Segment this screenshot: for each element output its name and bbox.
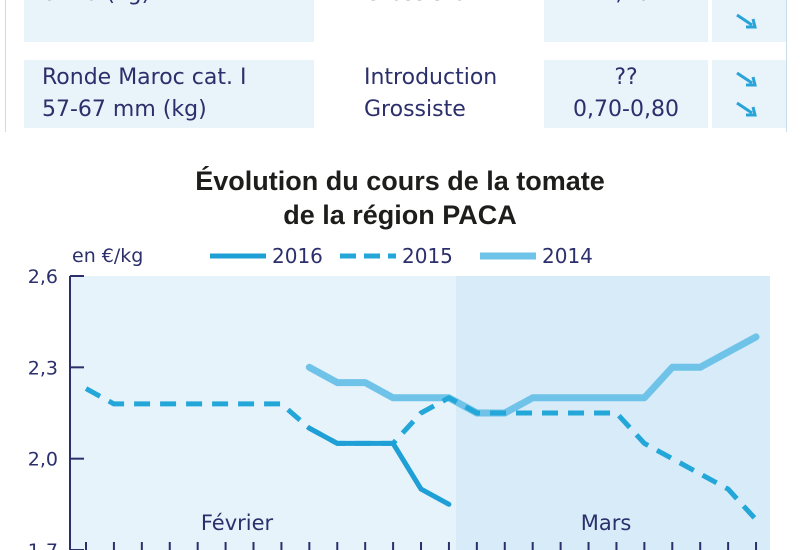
month-label-mar: Mars — [581, 511, 632, 535]
chart-title: Évolution du cours de la tomate de la ré… — [0, 164, 800, 232]
trend-down-icon — [736, 101, 757, 117]
y-tick-label: 1,7 — [28, 540, 58, 550]
legend-label-2015: 2015 — [402, 244, 453, 268]
column-divider — [786, 0, 787, 132]
y-tick-label: 2,6 — [28, 266, 58, 288]
feb-background — [70, 276, 456, 550]
row2-price-cell: ?? 0,70-0,80 — [544, 60, 708, 128]
price-chart: 2,6 2,3 2,0 1,7 en €/kg Février Mars 2016 20… — [0, 150, 800, 550]
series-line-2014 — [305, 333, 760, 417]
row2-product-line2: 57-67 mm (kg) — [42, 97, 207, 122]
row1-product-line2: extra (kg) — [42, 0, 314, 10]
y-tick-label: 2,3 — [28, 357, 58, 379]
y-axis-unit-label: en €/kg — [72, 245, 143, 267]
column-divider — [5, 0, 6, 132]
legend-label-2014: 2014 — [542, 244, 593, 268]
row2-stage-line1: Introduction — [364, 65, 498, 90]
chart-svg: 2,6 2,3 2,0 1,7 en €/kg Février Mars 2016 20… — [28, 244, 770, 550]
row2-product-line1: Ronde Maroc cat. I — [42, 65, 247, 90]
row1-price-line2: 2,20 — [544, 0, 708, 10]
row1-product-cell: extra (kg) — [24, 0, 314, 42]
row2-trend-cell — [712, 60, 786, 128]
row1-stage-line2: Grossiste — [364, 0, 544, 10]
row2-product-cell: Ronde Maroc cat. I 57-67 mm (kg) — [24, 60, 314, 128]
series-line-2016 — [306, 425, 452, 507]
row2-stage-line2: Grossiste — [364, 97, 466, 122]
y-tick-label: 2,0 — [28, 449, 58, 471]
chart-title-line2: de la région PACA — [283, 200, 517, 230]
row1-price-cell: 2,20 — [544, 0, 708, 42]
row2-price-line2: 0,70-0,80 — [573, 97, 679, 122]
row2-price-line1: ?? — [614, 65, 638, 90]
trend-down-icon — [736, 13, 757, 29]
trend-down-icon — [736, 71, 757, 87]
legend-label-2016: 2016 — [272, 244, 323, 268]
row2-stage-cell: Introduction Grossiste — [364, 60, 544, 128]
price-table: extra (kg) Grossiste 2,20 Ronde Maroc ca… — [0, 0, 800, 132]
row1-stage-cell: Grossiste — [364, 0, 544, 42]
series-line-2015 — [84, 386, 758, 522]
row1-trend-cell — [712, 0, 786, 42]
month-label-feb: Février — [201, 511, 274, 535]
chart-title-line1: Évolution du cours de la tomate — [195, 166, 605, 196]
